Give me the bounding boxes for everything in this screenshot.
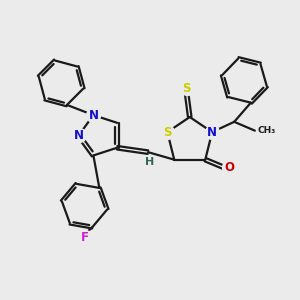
Text: S: S [183,82,191,95]
Text: F: F [81,231,88,244]
Text: H: H [145,157,154,166]
Text: N: N [88,109,98,122]
Text: N: N [74,129,84,142]
Text: CH₃: CH₃ [257,126,275,135]
Text: S: S [163,126,172,139]
Text: O: O [224,160,234,173]
Text: N: N [207,126,217,139]
